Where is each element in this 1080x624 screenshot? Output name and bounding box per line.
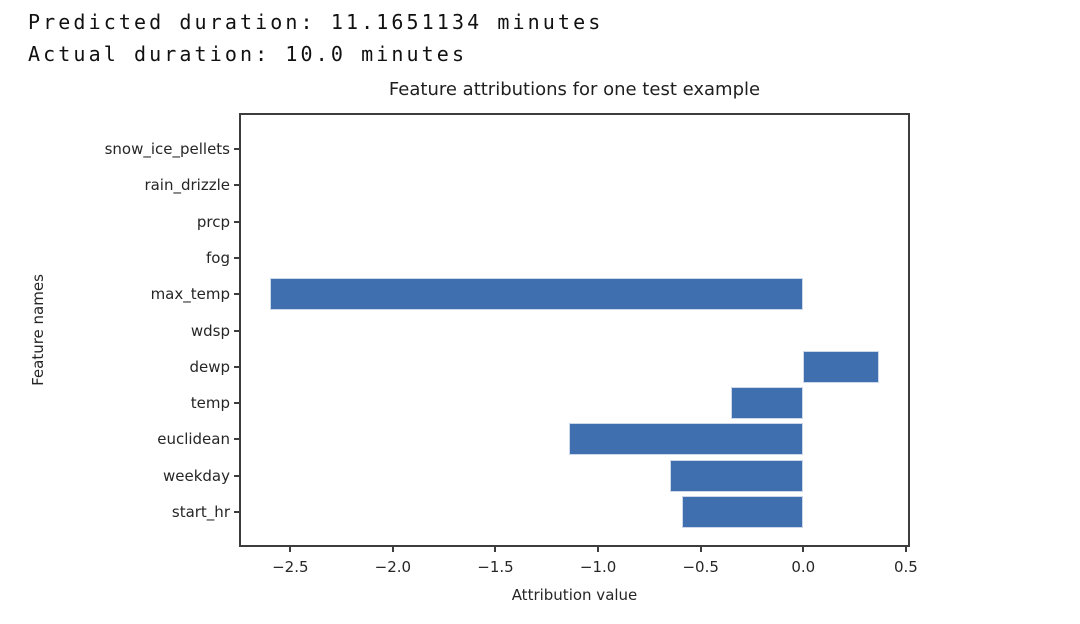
y-tick-mark — [234, 511, 239, 513]
y-tick-mark — [234, 148, 239, 150]
y-tick-label: temp — [190, 394, 230, 413]
x-tick-mark — [904, 547, 907, 552]
y-tick-mark — [234, 438, 239, 441]
y-tick-mark — [234, 220, 239, 223]
y-tick-label: start_hr — [171, 503, 230, 521]
bar-start_hr — [682, 496, 804, 528]
bar-euclidean — [569, 423, 804, 456]
y-tick-label: fog — [206, 248, 230, 267]
bar-dewp — [803, 350, 880, 383]
x-tick-mark — [699, 547, 702, 552]
y-tick-label: snow_ice_pellets — [104, 140, 230, 158]
x-tick-label: −0.5 — [682, 558, 719, 576]
bar-weekday — [669, 459, 804, 492]
x-tick-label: −2.5 — [272, 558, 309, 576]
x-tick-label: 0.0 — [791, 558, 816, 576]
x-tick-label: −1.0 — [579, 558, 617, 576]
y-tick-mark — [234, 365, 239, 368]
x-tick-mark — [391, 547, 394, 552]
y-tick-mark — [234, 184, 239, 187]
bar-temp — [731, 387, 804, 420]
predicted-duration-text: Predicted duration: 11.1651134 minutes — [28, 10, 604, 34]
y-tick-label: dewp — [189, 357, 230, 376]
y-tick-mark — [234, 256, 239, 259]
y-tick-mark — [234, 293, 239, 296]
x-tick-mark — [289, 547, 292, 552]
x-tick-label: −2.0 — [374, 558, 412, 576]
actual-duration-text: Actual duration: 10.0 minutes — [28, 42, 468, 66]
bar-max_temp — [269, 278, 804, 311]
x-tick-mark — [802, 547, 805, 552]
y-axis-label: Feature names — [29, 274, 47, 386]
y-tick-mark — [234, 474, 239, 477]
y-tick-label: euclidean — [157, 430, 230, 449]
y-tick-mark — [234, 402, 239, 405]
chart-title: Feature attributions for one test exampl… — [388, 79, 761, 100]
x-axis-label: Attribution value — [511, 586, 638, 604]
plot-area — [239, 113, 910, 547]
y-tick-label: max_temp — [150, 285, 230, 304]
x-tick-label: −1.5 — [477, 558, 514, 576]
y-tick-label: weekday — [162, 466, 230, 485]
y-tick-label: prcp — [196, 212, 230, 231]
y-tick-label: wdsp — [190, 321, 230, 340]
x-tick-mark — [597, 547, 600, 552]
y-tick-mark — [234, 329, 239, 332]
x-tick-label: 0.5 — [893, 558, 918, 576]
x-tick-mark — [494, 547, 497, 552]
y-tick-label: rain_drizzle — [144, 176, 230, 195]
